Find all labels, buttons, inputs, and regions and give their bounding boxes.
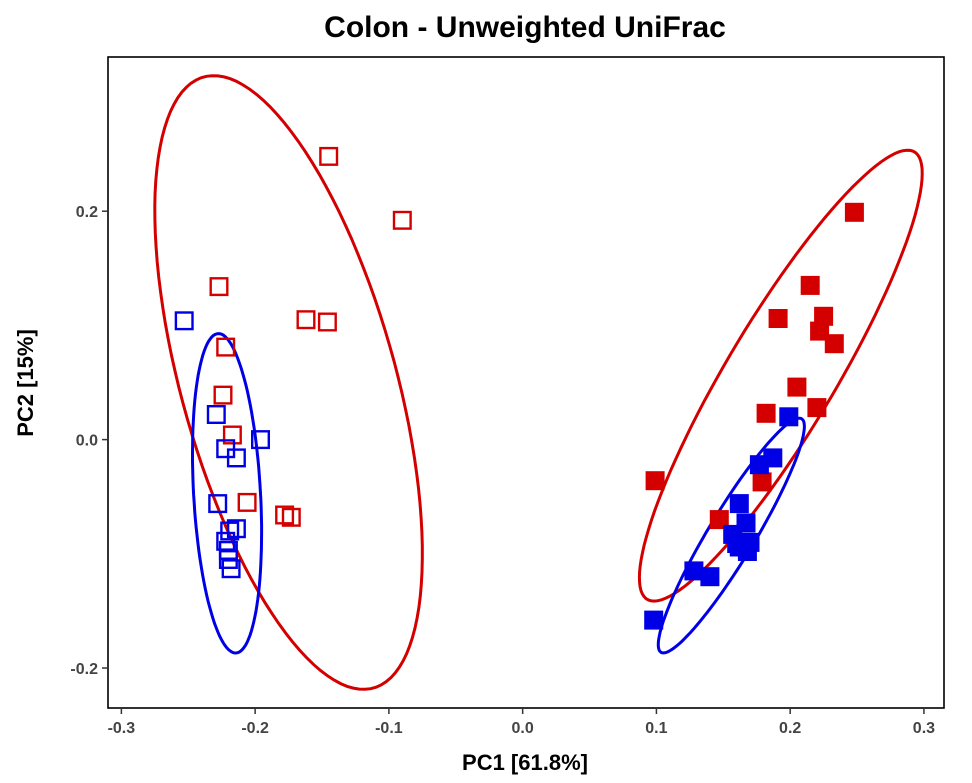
- data-point: [221, 559, 241, 579]
- y-tick-label: -0.2: [70, 661, 98, 678]
- data-point: [700, 567, 720, 587]
- data-point: [275, 505, 295, 525]
- data-point: [317, 312, 337, 332]
- ellipse-layer: [153, 74, 924, 691]
- data-point: [216, 337, 236, 357]
- data-point: [226, 519, 246, 539]
- x-tick-label: 0.3: [913, 720, 935, 737]
- confidence-ellipse-2: [191, 332, 264, 655]
- x-tick-label: 0.0: [512, 720, 534, 737]
- data-point: [226, 448, 246, 468]
- data-point: [645, 471, 665, 491]
- data-point: [206, 405, 226, 425]
- y-axis: -0.2 0.0 0.2: [70, 204, 108, 678]
- x-axis: -0.3 -0.2 -0.1 0.0 0.1 0.2 0.3: [108, 708, 935, 737]
- data-point: [756, 403, 776, 423]
- chart-title: Colon - Unweighted UniFrac: [324, 11, 726, 44]
- data-point: [281, 507, 301, 527]
- data-point: [250, 430, 270, 450]
- confidence-ellipse-1: [153, 74, 424, 691]
- point-layer: [174, 146, 864, 630]
- x-axis-label: PC1 [61.8%]: [462, 750, 588, 775]
- data-point: [709, 510, 729, 530]
- x-tick-label: 0.2: [779, 720, 801, 737]
- data-point: [824, 334, 844, 354]
- data-point: [174, 311, 194, 331]
- data-point: [844, 202, 864, 222]
- x-tick-label: -0.3: [108, 720, 136, 737]
- data-point: [296, 310, 316, 330]
- x-tick-label: 0.1: [645, 720, 667, 737]
- y-tick-label: 0.2: [76, 204, 98, 221]
- data-point: [779, 407, 799, 427]
- y-axis-label: PC2 [15%]: [13, 329, 38, 437]
- data-point: [729, 494, 749, 514]
- data-point: [392, 210, 412, 230]
- data-point: [237, 492, 257, 512]
- x-tick-label: -0.2: [241, 720, 269, 737]
- data-point: [787, 377, 807, 397]
- data-point: [814, 306, 834, 326]
- data-point: [807, 398, 827, 418]
- data-point: [644, 610, 664, 630]
- data-point: [208, 494, 228, 514]
- data-point: [220, 521, 240, 541]
- x-tick-label: -0.1: [375, 720, 403, 737]
- data-point: [768, 309, 788, 328]
- data-point: [319, 146, 339, 166]
- data-point: [800, 275, 820, 295]
- y-tick-label: 0.0: [76, 433, 98, 450]
- data-point: [810, 321, 830, 341]
- data-point: [749, 455, 769, 475]
- data-point: [752, 472, 772, 492]
- data-point: [209, 277, 229, 297]
- data-point: [737, 542, 757, 561]
- data-point: [222, 425, 242, 445]
- plot-panel: [107, 56, 945, 709]
- data-point: [684, 561, 704, 581]
- confidence-ellipse-3: [637, 148, 924, 603]
- data-point: [213, 385, 233, 405]
